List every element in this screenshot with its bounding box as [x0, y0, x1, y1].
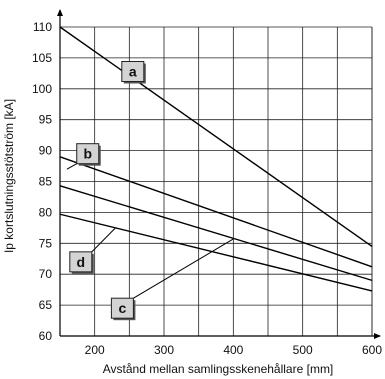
badge-b	[76, 143, 100, 165]
y-tick-label: 80	[39, 205, 53, 219]
leader-line-c	[133, 238, 234, 299]
x-axis-label: Avstånd mellan samlingsskenehållare [mm]	[103, 362, 334, 376]
x-tick-label: 300	[154, 343, 174, 357]
badge-label-b: b	[83, 146, 92, 162]
y-tick-label: 95	[39, 113, 53, 127]
series-line-c	[59, 185, 373, 282]
y-tick-label: 110	[33, 20, 52, 34]
axes	[57, 9, 381, 339]
series-line-d	[59, 213, 373, 292]
series-line-a	[59, 26, 373, 247]
badge-c	[110, 297, 134, 319]
series-line-b	[59, 156, 373, 268]
tick-labels: 60 65 70 75 80 85 90 95 100 105 110 200 300 400 500 600	[32, 20, 382, 357]
grid	[60, 26, 373, 337]
leader-line-d	[91, 227, 116, 253]
badge-d	[69, 251, 93, 273]
y-tick-label: 90	[39, 144, 53, 158]
badge-label-c: c	[119, 300, 127, 316]
badge-label-a: a	[129, 63, 137, 79]
annotations: a b d c	[66, 60, 234, 321]
y-tick-label: 105	[32, 51, 52, 65]
badge-a	[121, 60, 145, 82]
series-lines	[59, 26, 373, 292]
y-axis-arrow	[57, 9, 63, 16]
y-tick-label: 85	[39, 175, 53, 189]
x-tick-label: 600	[362, 343, 382, 357]
y-tick-label: 70	[39, 267, 53, 281]
x-tick-label: 200	[85, 343, 105, 357]
x-axis-arrow	[374, 333, 381, 339]
y-tick-label: 75	[39, 236, 53, 250]
badge-label-d: d	[77, 254, 86, 270]
leader-line-b	[66, 163, 77, 170]
x-tick-label: 500	[293, 343, 313, 357]
y-axis-label: Ip kortslutningsstötström [kA]	[2, 99, 16, 253]
y-tick-label: 100	[32, 82, 52, 96]
y-tick-label: 65	[39, 298, 53, 312]
x-tick-label: 400	[223, 343, 243, 357]
y-tick-label: 60	[39, 329, 53, 343]
